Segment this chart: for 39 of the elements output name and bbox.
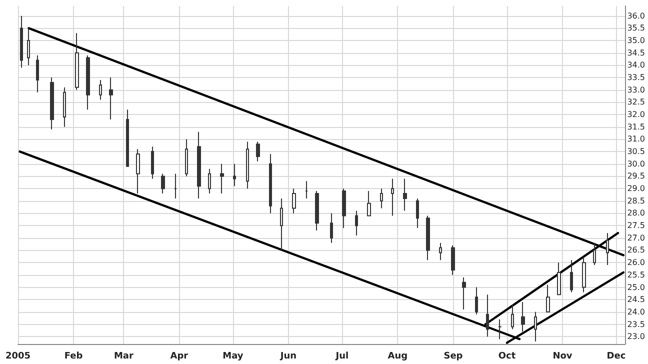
y-tick-label: 32.0 [627, 110, 645, 120]
y-tick-label: 27.5 [627, 221, 645, 230]
x-tick-label: Aug [388, 352, 408, 362]
y-tick-label: 28.0 [627, 208, 645, 218]
x-tick-label: Dec [606, 352, 626, 362]
x-tick-label: Mar [114, 352, 134, 362]
y-tick-label: 32.5 [627, 98, 645, 107]
y-tick-label: 35.0 [627, 36, 645, 46]
y-tick-label: 23.0 [627, 332, 645, 342]
y-tick-label: 35.5 [627, 24, 645, 33]
y-tick-label: 33.0 [627, 85, 645, 94]
y-tick-label: 34.5 [627, 48, 645, 58]
y-tick-label: 26.5 [627, 246, 645, 255]
y-tick-label: 33.5 [627, 73, 645, 82]
x-tick-label: Oct [498, 352, 516, 362]
y-tick-label: 25.0 [627, 282, 645, 292]
y-tick-label: 31.5 [627, 122, 645, 132]
y-tick-label: 23.5 [627, 320, 645, 329]
y-tick-label: 36.0 [627, 11, 645, 20]
x-tick-label: Sep [444, 352, 464, 362]
x-tick-label: 2005 [5, 352, 31, 362]
x-tick-label: Jun [279, 352, 297, 362]
y-tick-label: 27.0 [627, 233, 645, 242]
x-tick-label: Nov [552, 352, 572, 362]
x-tick-label: Apr [170, 352, 189, 362]
y-tick-label: 26.0 [627, 258, 645, 268]
y-tick-label: 30.0 [627, 159, 645, 168]
y-tick-label: 24.5 [627, 295, 645, 304]
y-tick-label: 28.5 [627, 196, 645, 206]
x-tick-label: May [222, 352, 244, 362]
y-tick-label: 30.5 [627, 147, 645, 156]
y-tick-label: 29.5 [627, 172, 645, 181]
y-tick-label: 31.0 [627, 134, 645, 144]
x-tick-label: Jul [334, 352, 349, 362]
y-tick-label: 25.5 [627, 270, 645, 280]
y-tick-label: 24.0 [627, 307, 645, 316]
y-tick-label: 34.0 [627, 60, 645, 70]
x-tick-label: Feb [64, 352, 84, 362]
y-tick-label: 29.0 [627, 184, 645, 194]
